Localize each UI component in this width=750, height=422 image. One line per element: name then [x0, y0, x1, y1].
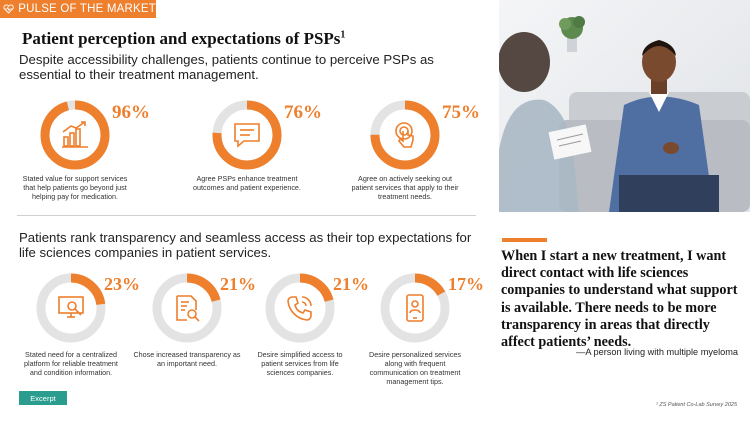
page-title-text: Patient perception and expectations of P…	[22, 29, 341, 48]
patient-consultation-photo	[499, 0, 750, 212]
excerpt-button[interactable]: Excerpt	[19, 391, 67, 405]
stat-ring	[152, 273, 222, 343]
chat-message-icon	[234, 123, 260, 148]
section-divider	[17, 215, 476, 216]
header-label: PULSE OF THE MARKET	[18, 3, 156, 15]
stat-centralized-platform: 23% Stated need for a centralized platfo…	[24, 273, 156, 383]
title-footnote-marker: 1	[340, 29, 346, 41]
stat-percent: 23%	[104, 274, 140, 294]
stat-simplified-access: 21% Desire simplified access to patient …	[257, 273, 385, 383]
phone-call-icon	[287, 296, 312, 321]
document-search-icon	[176, 295, 200, 322]
stat-caption: Desire personalized services along with …	[369, 350, 461, 386]
stat-transparency: 21% Chose increased transparency as an i…	[133, 273, 272, 383]
stat-caption: Stated need for a centralized platform f…	[24, 350, 118, 377]
stat-treatment-outcomes: 76% Agree PSPs enhance treatment outcome…	[193, 100, 352, 210]
stat-ring	[36, 273, 106, 343]
heart-pulse-icon	[3, 4, 14, 14]
stat-caption: Agree on actively seeking out patient se…	[351, 174, 459, 201]
header-bar: PULSE OF THE MARKET	[0, 0, 156, 18]
quote-attribution: —A person living with multiple myeloma	[576, 347, 738, 357]
stat-caption: Desire simplified access to patient serv…	[257, 350, 343, 377]
stat-caption: Stated value for support services that h…	[22, 174, 128, 201]
stat-seeking-services: 75% Agree on actively seeking out patien…	[351, 100, 510, 210]
page-title: Patient perception and expectations of P…	[22, 29, 345, 49]
mobile-person-icon	[406, 294, 424, 322]
stat-percent: 21%	[333, 274, 369, 294]
touch-tap-icon	[395, 122, 414, 148]
quote-accent-bar	[502, 238, 547, 242]
stat-percent: 96%	[112, 102, 150, 123]
stat-ring	[212, 100, 282, 170]
page-subtitle: Despite accessibility challenges, patien…	[19, 52, 434, 82]
stat-percent: 76%	[284, 102, 322, 123]
stat-ring	[40, 100, 110, 170]
stat-percent: 75%	[442, 102, 480, 123]
section-heading: Patients rank transparency and seamless …	[19, 230, 472, 260]
stat-ring	[370, 100, 440, 170]
monitor-search-icon	[58, 296, 84, 318]
stat-caption: Chose increased transparency as an impor…	[133, 350, 241, 368]
source-footnote: ¹ ZS Patient Co-Lab Survey 2025	[655, 402, 737, 408]
stat-ring	[265, 273, 335, 343]
stat-personalized-services: 17% Desire personalized services along w…	[369, 273, 500, 386]
stat-value-support: 96% Stated value for support services th…	[23, 100, 180, 210]
bar-chart-growth-icon	[62, 121, 88, 148]
patient-quote: When I start a new treatment, I want dir…	[501, 248, 738, 351]
stat-ring	[380, 273, 450, 343]
stat-caption: Agree PSPs enhance treatment outcomes an…	[193, 174, 301, 192]
stat-percent: 21%	[220, 274, 256, 294]
stat-percent: 17%	[448, 274, 484, 294]
